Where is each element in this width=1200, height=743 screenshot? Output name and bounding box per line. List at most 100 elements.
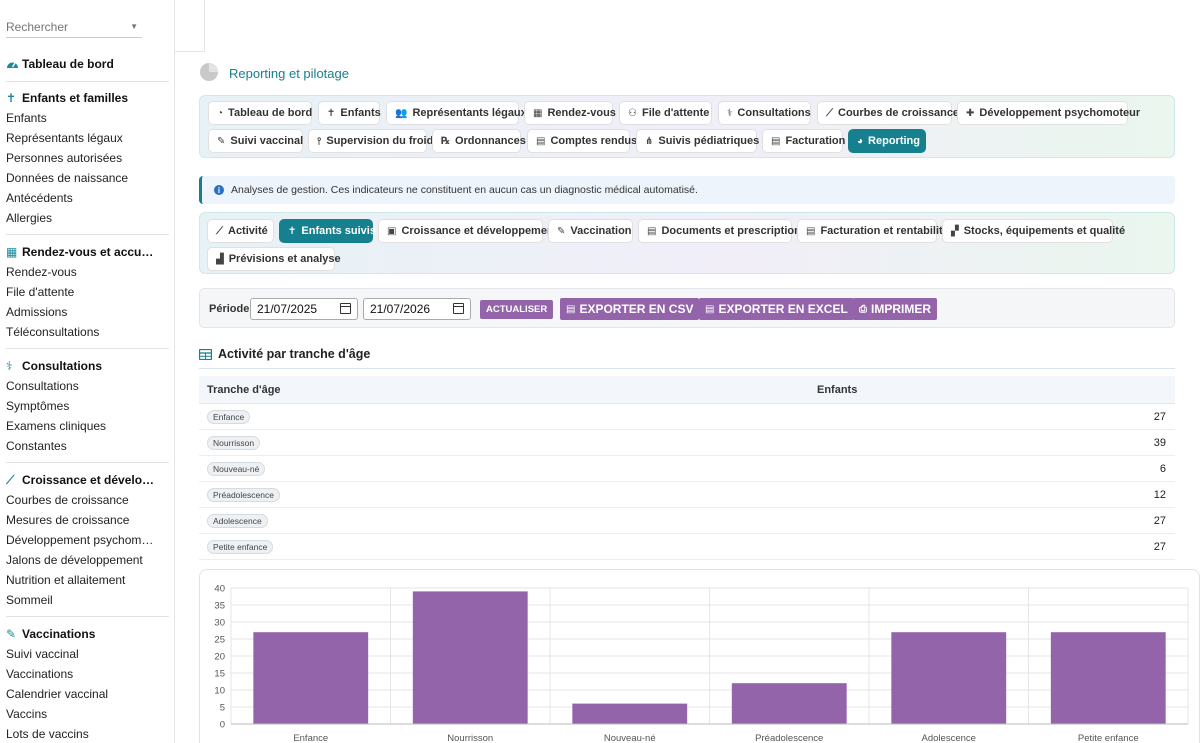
tab-courbes-de-croissance[interactable]: ⟋ Courbes de croissance	[817, 101, 959, 125]
date-from-input[interactable]: 21/07/2025	[250, 298, 358, 320]
file-csv-icon: ▤	[566, 303, 576, 315]
tab-label: Reporting	[868, 135, 920, 147]
tab-documents-et-prescriptions[interactable]: ▤ Documents et prescriptions	[638, 219, 807, 243]
y-tick-label: 20	[214, 652, 225, 663]
sidebar-item[interactable]: Vaccinations	[6, 667, 74, 681]
bar	[1050, 632, 1166, 724]
calendar-icon[interactable]	[340, 303, 351, 314]
tab-rendez-vous[interactable]: ▦ Rendez-vous	[524, 101, 616, 125]
info-icon: i	[214, 185, 224, 195]
sidebar-item[interactable]: Représentants légaux	[6, 131, 123, 145]
column-header-age-group[interactable]: Tranche d'âge	[207, 383, 281, 396]
sidebar-item[interactable]: Rendez-vous	[6, 265, 77, 279]
sidebar-item[interactable]: Examens cliniques	[6, 419, 107, 433]
sidebar-section-header[interactable]: ✝ Enfants et familles	[6, 88, 169, 108]
date-to-value: 21/07/2026	[370, 302, 431, 316]
sidebar-item[interactable]: Données de naissance	[6, 171, 129, 185]
tab-suivis-pediatriques[interactable]: ⋔ Suivis pédiatriques	[636, 129, 759, 153]
sidebar-item[interactable]: Nutrition et allaitement	[6, 573, 126, 587]
sidebar-item[interactable]: Mesures de croissance	[6, 513, 130, 527]
search-input[interactable]	[6, 18, 121, 36]
sidebar-item[interactable]: Symptômes	[6, 399, 70, 413]
chevron-down-icon[interactable]: ▼	[130, 22, 138, 31]
sidebar-item[interactable]: Suivi vaccinal	[6, 647, 79, 661]
sidebar-item[interactable]: Jalons de développement	[6, 553, 143, 567]
bar	[412, 591, 528, 724]
tab-ordonnances[interactable]: ℞ Ordonnances	[432, 129, 526, 153]
section-title: Activité par tranche d'âge	[199, 347, 370, 361]
sidebar-item[interactable]: Lots de vaccins	[6, 727, 89, 741]
tab-label: Vaccination	[570, 225, 632, 237]
tab-reporting[interactable]: ◕ Reporting	[848, 129, 926, 153]
table-header: Tranche d'âge Enfants	[199, 376, 1175, 404]
sidebar-item[interactable]: Calendrier vaccinal	[6, 687, 109, 701]
sidebar: ▼ Tableau de bord ✝ Enfants et familles En…	[0, 0, 175, 743]
print-button[interactable]: ⎙ IMPRIMER	[853, 298, 937, 320]
sidebar-dashboard[interactable]: Tableau de bord	[6, 54, 169, 74]
tab-vaccination[interactable]: ✎ Vaccination	[548, 219, 633, 243]
export-excel-button[interactable]: ▤ EXPORTER EN EXCEL	[699, 298, 854, 320]
tab-facturation[interactable]: ▤ Facturation	[762, 129, 845, 153]
search-field[interactable]: ▼	[6, 18, 142, 38]
tab-representants-legaux[interactable]: 👥 Représentants légaux	[386, 101, 527, 125]
calendar-icon[interactable]	[453, 303, 464, 314]
sidebar-item[interactable]: Constantes	[6, 439, 67, 453]
tab-label: Suivi vaccinal	[230, 135, 304, 147]
date-to-input[interactable]: 21/07/2026	[363, 298, 471, 320]
tab-previsions-et-analyse[interactable]: ▟ Prévisions et analyse	[207, 247, 341, 271]
tab-comptes-rendus[interactable]: ▤ Comptes rendus	[527, 129, 637, 153]
sidebar-item[interactable]: Vaccins	[6, 707, 48, 721]
refresh-button[interactable]: ACTUALISER	[480, 300, 554, 319]
export-csv-button[interactable]: ▤ EXPORTER EN CSV	[560, 298, 700, 320]
file-icon: ▤	[536, 135, 546, 147]
file-excel-icon: ▤	[705, 303, 715, 315]
puzzle-icon: ✚	[966, 107, 975, 119]
tab-suivi-vaccinal[interactable]: ✎ Suivi vaccinal	[208, 129, 303, 153]
syringe-icon: ✎	[6, 627, 17, 641]
tab-label: Stocks, équipements et qualité	[963, 225, 1126, 237]
tab-enfants-suivis[interactable]: ✝ Enfants suivis	[279, 219, 376, 243]
sidebar-item[interactable]: Développement psychom…	[6, 533, 154, 547]
sub-tab-bar: ⟋ Activité ✝ Enfants suivis ▣ Croissance et d…	[199, 212, 1175, 274]
divider	[6, 616, 169, 617]
sidebar-item[interactable]: Antécédents	[6, 191, 73, 205]
sidebar-item[interactable]: Téléconsultations	[6, 325, 100, 339]
tab-label: Activité	[228, 225, 268, 237]
sidebar-item[interactable]: File d'attente	[6, 285, 75, 299]
tab-label: Supervision du froid	[326, 135, 434, 147]
children-count: 12	[1153, 488, 1166, 501]
tab-facturation-et-rentabilite[interactable]: ▤ Facturation et rentabilité	[797, 219, 949, 243]
tab-supervision-du-froid[interactable]: ⫯ Supervision du froid	[308, 129, 433, 153]
sidebar-item[interactable]: Allergies	[6, 211, 53, 225]
tab-activite[interactable]: ⟋ Activité	[207, 219, 274, 243]
tab-croissance-et-developpement[interactable]: ▣ Croissance et développement	[378, 219, 557, 243]
tab-stocks-equipements-et-qualite[interactable]: ▞ Stocks, équipements et qualité	[942, 219, 1125, 243]
table-row: Préadolescence 12	[199, 482, 1175, 508]
sidebar-section-header[interactable]: ▦ Rendez-vous et accu…	[6, 242, 169, 262]
export-excel-label: EXPORTER EN EXCEL	[718, 302, 848, 316]
y-tick-label: 15	[214, 669, 225, 680]
tab-developpement-psychomoteur[interactable]: ✚ Développement psychomoteur	[957, 101, 1140, 125]
sidebar-item[interactable]: Consultations	[6, 379, 79, 393]
sidebar-item[interactable]: Courbes de croissance	[6, 493, 129, 507]
sidebar-item[interactable]: Enfants	[6, 111, 47, 125]
tab-tableau-de-bord[interactable]: ◔ Tableau de bord	[208, 101, 312, 125]
sidebar-item[interactable]: Personnes autorisées	[6, 151, 123, 165]
age-group-badge: Nourrisson	[207, 435, 261, 450]
sidebar-dashboard-label: Tableau de bord	[22, 57, 114, 71]
bar	[891, 632, 1007, 724]
sidebar-section-title: Croissance et dévelo…	[22, 473, 155, 487]
column-header-children[interactable]: Enfants	[817, 383, 858, 396]
sidebar-section-header[interactable]: ⟋ Croissance et dévelo…	[6, 470, 169, 490]
tab-file-d-attente[interactable]: ⚇ File d'attente	[619, 101, 712, 125]
sidebar-item[interactable]: Sommeil	[6, 593, 53, 607]
sidebar-section-header[interactable]: ✎ Vaccinations	[6, 624, 169, 644]
gauge-icon: ◔	[217, 107, 224, 119]
tab-label: Consultations	[737, 107, 811, 119]
period-bar: Période 21/07/2025 21/07/2026 ACTUALISER…	[199, 288, 1175, 328]
tab-consultations[interactable]: ⚕ Consultations	[718, 101, 811, 125]
sidebar-item[interactable]: Admissions	[6, 305, 68, 319]
pie-chart-icon: ◕	[857, 135, 864, 147]
tab-enfants[interactable]: ✝ Enfants	[318, 101, 381, 125]
sidebar-section-header[interactable]: ⚕ Consultations	[6, 356, 169, 376]
